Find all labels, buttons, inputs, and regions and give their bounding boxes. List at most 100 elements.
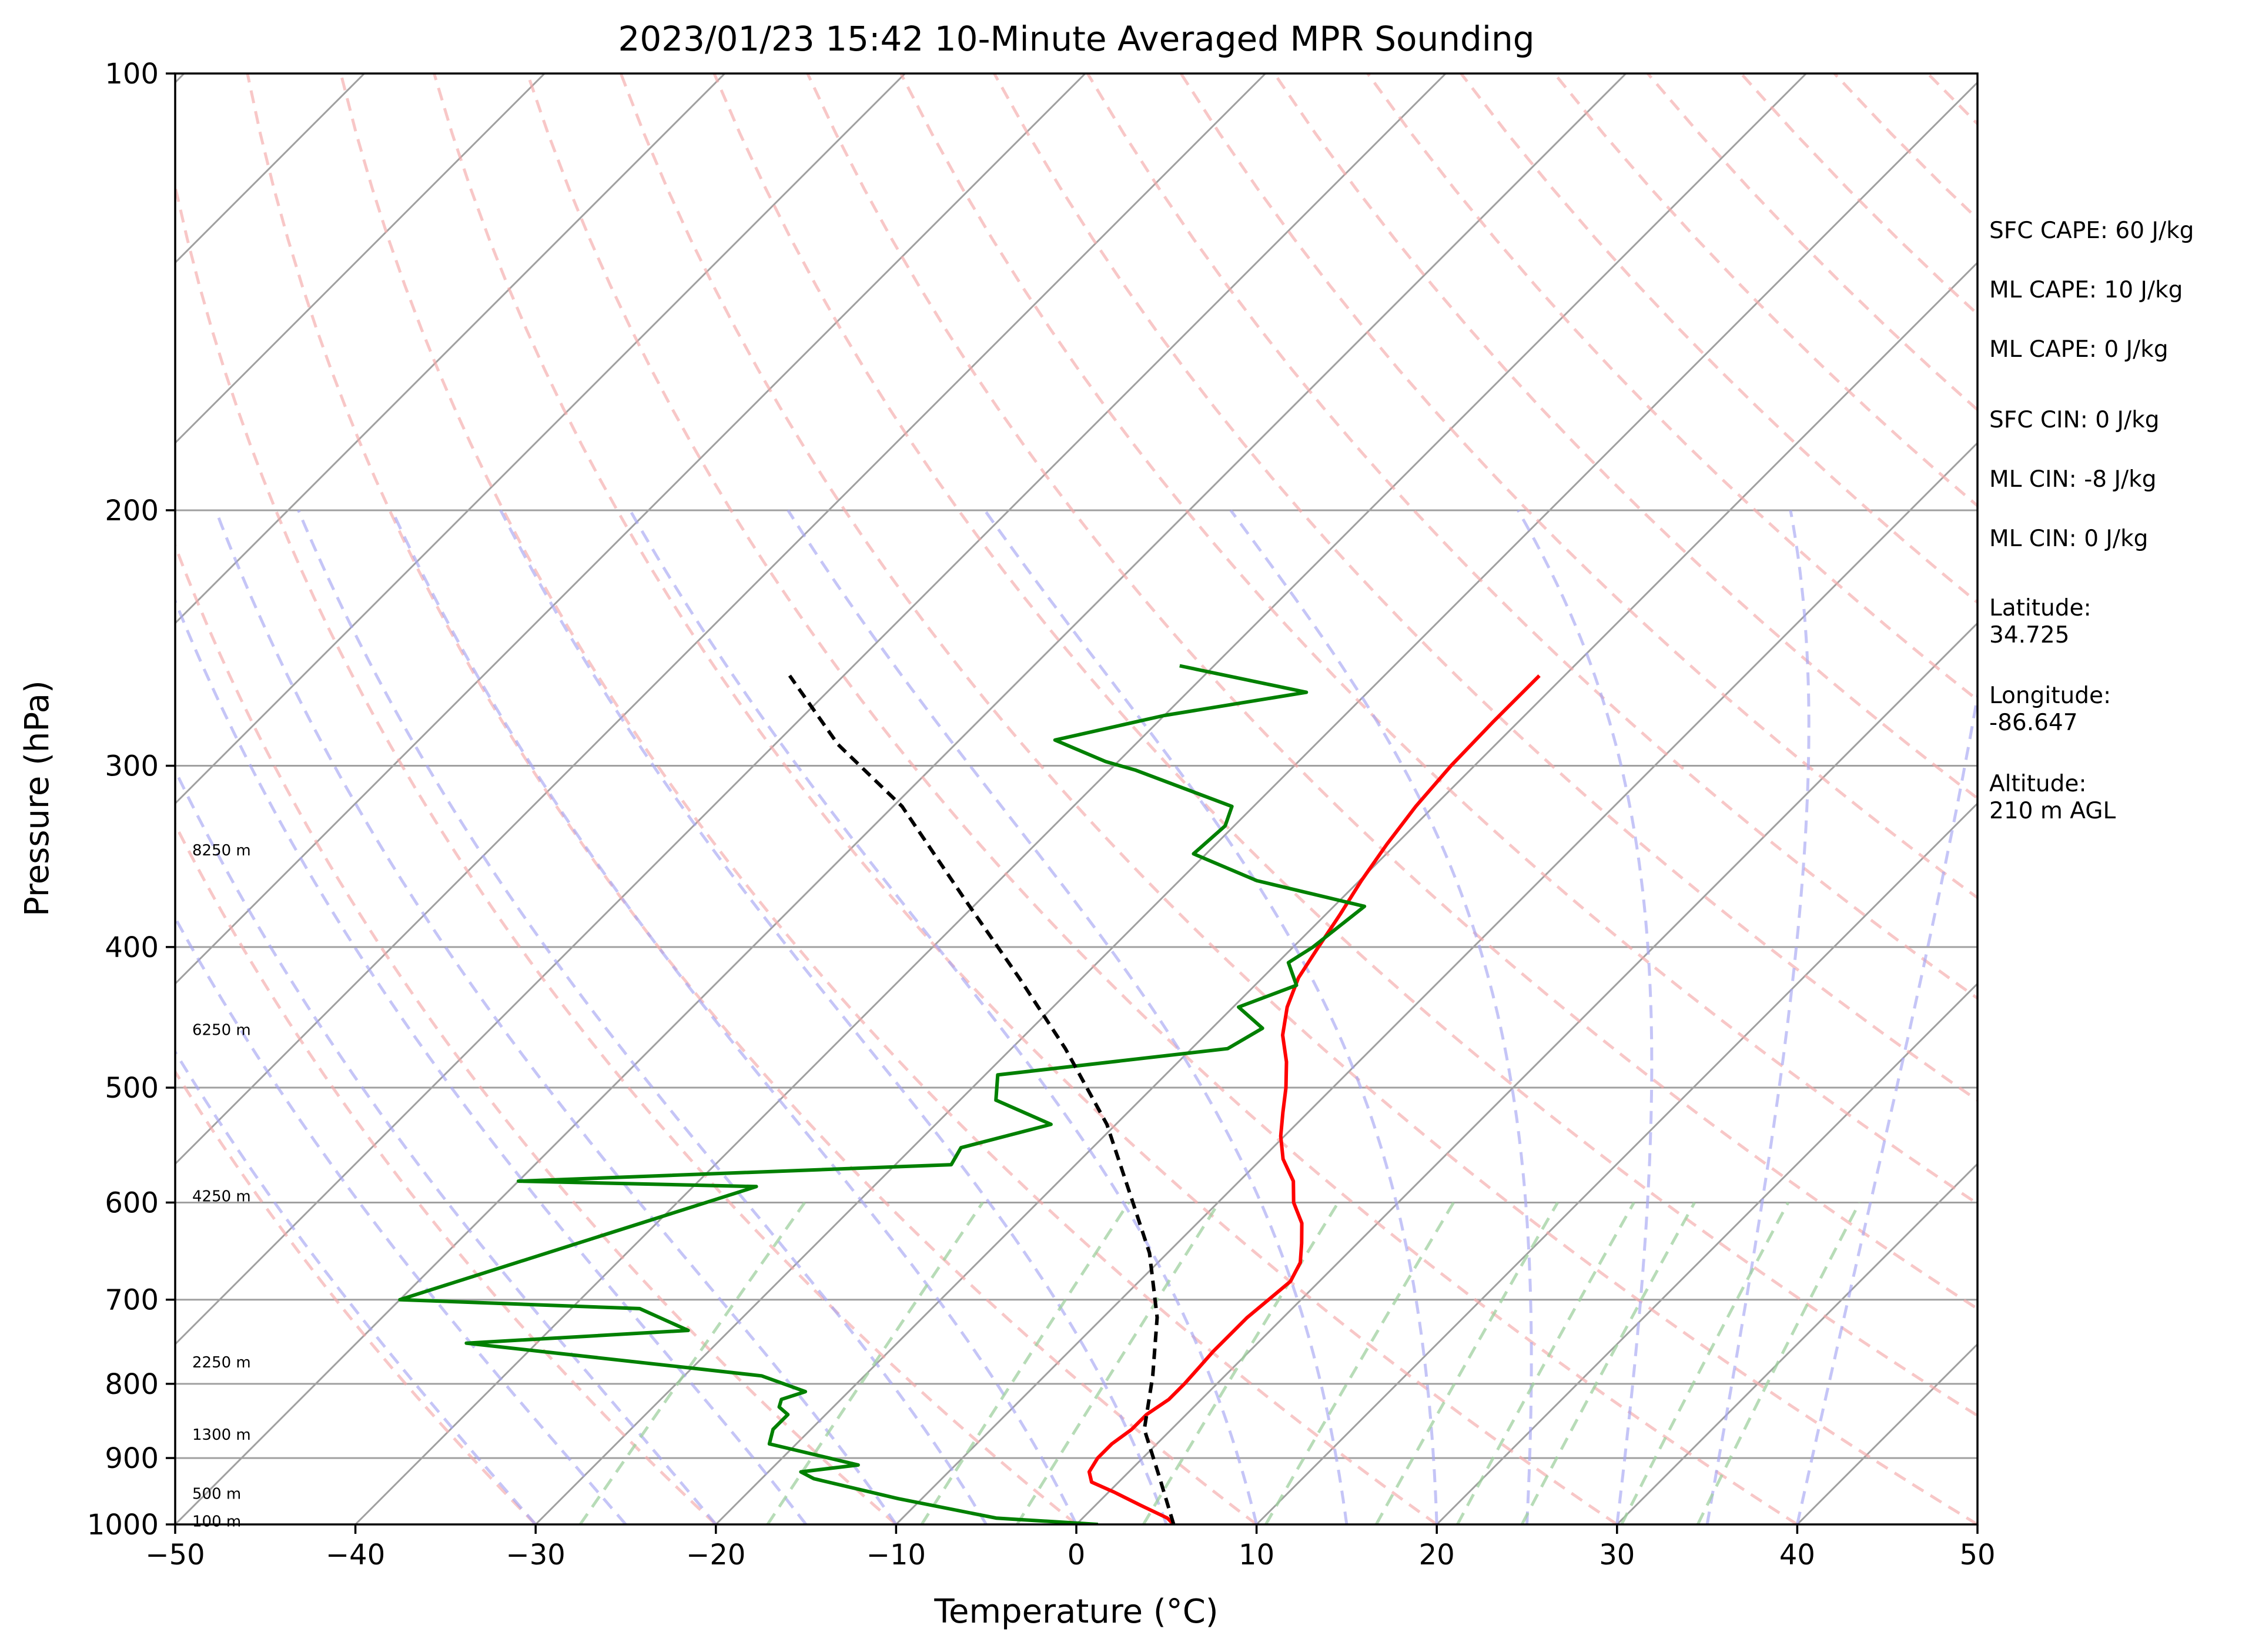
x-tick-label: 0 [1068,1539,1086,1571]
height-labels: 100 m 500 m 1300 m 2250 m 4250 m 6250 m 8250 m [192,842,251,1531]
dry-adiabat-line [433,73,1618,1524]
mixing-ratio-line [1696,1202,1861,1524]
moist-adiabat-line [175,597,808,1524]
dry-adiabat-line [1086,73,1977,1001]
sounding-parameters: SFC CAPE: 60 J/kg ML CAPE: 10 J/kg ML CAPE… [1989,218,2194,824]
dry-adiabat-line [806,73,1977,1311]
y-tick-label: 100 [105,58,159,91]
isotherm-line [175,73,906,805]
mixing-ratio-line [1456,1202,1635,1524]
dry-adiabat-line [526,73,1798,1524]
dry-adiabat-line [175,179,1078,1524]
dry-adiabat-line [175,821,717,1524]
isotherm-line [1616,1162,1977,1524]
y-tick-label: 600 [105,1186,159,1219]
mixing-ratio-line [766,1202,984,1524]
mixing-ratio-line [578,1202,806,1524]
parcel-path [788,674,1176,1524]
height-label: 100 m [192,1513,241,1531]
moist-adiabat-line [390,509,1078,1524]
parameter-text: Latitude: [1989,595,2092,621]
parameter-text: ML CIN: 0 J/kg [1989,526,2148,552]
mixing-ratio-line [1520,1202,1696,1524]
dry-adiabat-line [1366,73,1977,702]
parameter-text: ML CAPE: 10 J/kg [1989,277,2183,303]
moist-adiabat-line [1517,509,1654,1524]
temperature-profile [1087,674,1541,1524]
dry-adiabat-line [246,73,1258,1524]
height-label: 4250 m [192,1188,251,1206]
parameter-text: -86.647 [1989,710,2078,736]
moist-adiabat-line [175,767,717,1524]
y-tick-label: 300 [105,750,159,783]
height-label: 6250 m [192,1021,251,1039]
dry-adiabat-line [1273,73,1977,800]
y-tick-label: 400 [105,931,159,964]
parameter-text: SFC CAPE: 60 J/kg [1989,218,2194,244]
dewpoint-profile [398,664,1367,1524]
dry-adiabat-line [993,73,1977,1102]
chart-title: 2023/01/23 15:42 10-Minute Averaged MPR … [618,19,1534,59]
moist-adiabat-line [175,1049,537,1524]
x-tick-label: −10 [866,1539,926,1571]
moist-adiabat-line [1795,687,1977,1524]
y-axis-label: Pressure (hPa) [18,680,56,917]
isotherm-line [175,73,1627,1524]
isotherm-line [175,73,1447,1346]
moist-adiabat-line [1229,509,1533,1524]
mixing-ratio-line [1016,1202,1220,1524]
moist-adiabat-line [499,509,1168,1524]
x-tick-label: −20 [686,1539,745,1571]
dry-adiabat-line [175,541,898,1524]
parameter-text: SFC CIN: 0 J/kg [1989,407,2159,433]
y-tick-label: 1000 [87,1509,159,1541]
isotherm-line [1256,802,1977,1524]
isotherm-line [1436,982,1977,1524]
x-tick-label: 10 [1239,1539,1274,1571]
y-tick-label: 900 [105,1442,159,1475]
x-axis-ticks: −50 −40 −30 −20 −10 0 10 20 30 40 50 [145,1524,1996,1571]
dry-adiabat-line [619,73,1977,1524]
parameter-text: Altitude: [1989,771,2087,797]
isotherm-line [895,442,1977,1524]
x-axis-label: Temperature (°C) [933,1593,1218,1631]
height-label: 2250 m [192,1354,251,1372]
height-label: 8250 m [192,842,251,860]
parameter-text: ML CIN: -8 J/kg [1989,466,2156,493]
y-tick-label: 700 [105,1284,159,1317]
moist-adiabat-line [628,509,1259,1524]
isotherm-line [535,81,1977,1524]
y-axis-ticks: 100 200 300 400 500 600 700 800 900 1000 [87,58,175,1541]
sounding-profiles [398,664,1541,1524]
moist-adiabat-line [297,509,988,1524]
x-tick-label: −30 [506,1539,565,1571]
y-tick-label: 800 [105,1368,159,1401]
x-tick-label: 40 [1779,1539,1815,1571]
isotherm-line [715,261,1977,1524]
dry-adiabat-line [712,73,1977,1417]
dry-adiabat-line [899,73,1977,1206]
isotherm-line [175,73,546,444]
x-tick-label: 50 [1959,1539,1995,1571]
y-tick-label: 500 [105,1072,159,1105]
height-label: 1300 m [192,1426,251,1444]
isotherm-line [1075,621,1977,1524]
isotherm-line [175,73,726,625]
moist-adiabat-line [1705,510,1811,1524]
parameter-text: ML CAPE: 0 J/kg [1989,336,2169,363]
dry-adiabat-line [339,73,1438,1524]
x-tick-label: 20 [1419,1539,1455,1571]
mixing-ratio-line [920,1202,1130,1524]
isotherm-line [354,73,1807,1524]
moist-adiabat-line [787,509,1348,1524]
moist-adiabat-line [214,510,898,1524]
height-label: 500 m [192,1485,241,1503]
background-lines [175,73,1977,1524]
dry-adiabat-line [175,1069,537,1524]
x-tick-label: 30 [1599,1539,1635,1571]
mixing-ratio-line [1264,1202,1455,1524]
x-tick-label: −40 [326,1539,385,1571]
x-tick-label: −50 [145,1539,205,1571]
parameter-text: 34.725 [1989,622,2069,648]
